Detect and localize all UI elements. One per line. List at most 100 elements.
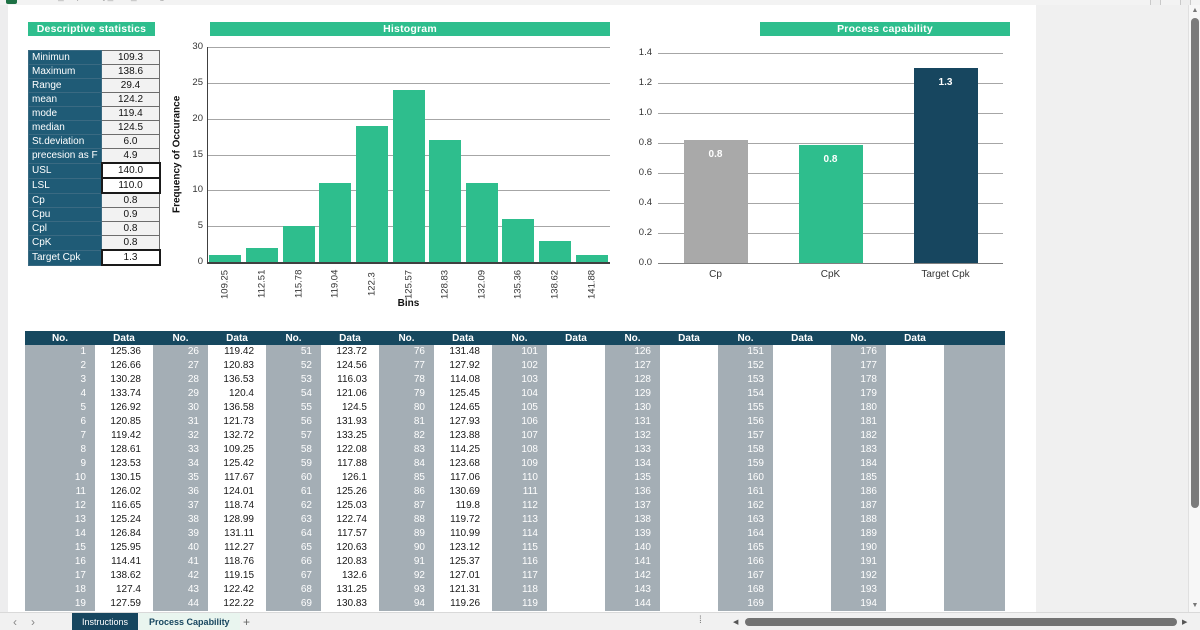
stat-value-cell[interactable]: 0.8 [101, 192, 160, 208]
no-cell[interactable]: 17 [25, 569, 95, 583]
no-cell[interactable]: 54 [266, 387, 321, 401]
data-cell[interactable] [660, 387, 718, 401]
data-cell[interactable]: 130.83 [321, 597, 379, 611]
data-cell[interactable]: 121.73 [208, 415, 266, 429]
stat-label-cell[interactable]: mean [28, 92, 102, 107]
no-cell[interactable]: 10 [25, 471, 95, 485]
data-cell[interactable]: 119.8 [434, 499, 492, 513]
data-cell[interactable]: 121.06 [321, 387, 379, 401]
no-cell[interactable]: 5 [25, 401, 95, 415]
no-cell[interactable]: 168 [718, 583, 773, 597]
data-cell[interactable] [547, 555, 605, 569]
no-cell[interactable]: 94 [379, 597, 434, 611]
no-cell[interactable]: 31 [153, 415, 208, 429]
data-cell[interactable] [547, 415, 605, 429]
no-column-header[interactable]: No. [718, 331, 773, 345]
no-cell[interactable]: 143 [605, 583, 660, 597]
no-cell[interactable]: 35 [153, 471, 208, 485]
data-cell[interactable] [660, 499, 718, 513]
trailing-no-cell[interactable] [944, 555, 1005, 569]
no-cell[interactable]: 64 [266, 527, 321, 541]
no-cell[interactable]: 139 [605, 527, 660, 541]
data-cell[interactable] [886, 415, 944, 429]
data-cell[interactable] [547, 485, 605, 499]
no-cell[interactable]: 129 [605, 387, 660, 401]
stat-value-cell[interactable]: 0.9 [101, 207, 160, 222]
no-cell[interactable]: 69 [266, 597, 321, 611]
prev-sheet-icon[interactable]: ‹ [13, 615, 17, 629]
no-cell[interactable]: 78 [379, 373, 434, 387]
window-minimize-icon[interactable] [1150, 0, 1161, 5]
no-cell[interactable]: 102 [492, 359, 547, 373]
data-cell[interactable]: 127.01 [434, 569, 492, 583]
data-cell[interactable]: 120.4 [208, 387, 266, 401]
data-cell[interactable] [660, 541, 718, 555]
data-cell[interactable] [547, 443, 605, 457]
data-cell[interactable] [660, 569, 718, 583]
data-cell[interactable]: 120.83 [208, 359, 266, 373]
data-cell[interactable]: 114.08 [434, 373, 492, 387]
no-cell[interactable]: 65 [266, 541, 321, 555]
no-cell[interactable]: 84 [379, 457, 434, 471]
data-cell[interactable]: 124.65 [434, 401, 492, 415]
data-cell[interactable]: 119.72 [434, 513, 492, 527]
no-cell[interactable]: 160 [718, 471, 773, 485]
no-cell[interactable]: 156 [718, 415, 773, 429]
no-cell[interactable]: 111 [492, 485, 547, 499]
data-cell[interactable]: 132.72 [208, 429, 266, 443]
stat-label-cell[interactable]: median [28, 120, 102, 135]
no-column-header[interactable]: No. [153, 331, 208, 345]
no-cell[interactable]: 26 [153, 345, 208, 359]
histogram-bar[interactable] [392, 90, 425, 262]
no-column-header[interactable]: No. [831, 331, 886, 345]
trailing-no-cell[interactable] [944, 527, 1005, 541]
trailing-no-cell[interactable] [944, 415, 1005, 429]
no-cell[interactable]: 83 [379, 443, 434, 457]
trailing-no-cell[interactable] [944, 569, 1005, 583]
data-cell[interactable] [886, 345, 944, 359]
no-cell[interactable]: 192 [831, 569, 886, 583]
data-cell[interactable]: 127.92 [434, 359, 492, 373]
data-cell[interactable] [547, 387, 605, 401]
data-cell[interactable] [886, 359, 944, 373]
no-cell[interactable]: 178 [831, 373, 886, 387]
no-cell[interactable]: 12 [25, 499, 95, 513]
data-cell[interactable] [773, 583, 831, 597]
data-column-header[interactable]: Data [321, 331, 379, 345]
data-cell[interactable] [660, 597, 718, 611]
data-cell[interactable] [547, 583, 605, 597]
trailing-no-cell[interactable] [944, 541, 1005, 555]
data-cell[interactable] [886, 569, 944, 583]
trailing-no-cell[interactable] [944, 583, 1005, 597]
data-cell[interactable] [660, 471, 718, 485]
no-cell[interactable]: 189 [831, 527, 886, 541]
no-column-header[interactable]: No. [25, 331, 95, 345]
data-cell[interactable]: 136.53 [208, 373, 266, 387]
data-cell[interactable]: 117.57 [321, 527, 379, 541]
data-cell[interactable] [660, 513, 718, 527]
no-cell[interactable]: 1 [25, 345, 95, 359]
data-cell[interactable]: 128.99 [208, 513, 266, 527]
stat-label-cell[interactable]: Cpu [28, 207, 102, 222]
no-cell[interactable]: 134 [605, 457, 660, 471]
data-cell[interactable] [547, 541, 605, 555]
data-cell[interactable]: 122.42 [208, 583, 266, 597]
trailing-no-cell[interactable] [944, 597, 1005, 611]
data-cell[interactable]: 124.5 [321, 401, 379, 415]
histogram-bar[interactable] [245, 247, 278, 262]
stat-value-cell[interactable]: 1.3 [100, 249, 161, 266]
stat-value-cell[interactable]: 109.3 [101, 50, 160, 65]
no-cell[interactable]: 104 [492, 387, 547, 401]
no-cell[interactable]: 15 [25, 541, 95, 555]
sheet-tab-instructions[interactable]: Instructions [72, 613, 139, 630]
data-cell[interactable] [773, 471, 831, 485]
data-cell[interactable]: 125.45 [434, 387, 492, 401]
data-cell[interactable]: 122.74 [321, 513, 379, 527]
data-cell[interactable] [547, 429, 605, 443]
no-cell[interactable]: 66 [266, 555, 321, 569]
no-cell[interactable]: 27 [153, 359, 208, 373]
no-cell[interactable]: 42 [153, 569, 208, 583]
no-cell[interactable]: 106 [492, 415, 547, 429]
data-cell[interactable] [547, 597, 605, 611]
no-cell[interactable]: 7 [25, 429, 95, 443]
